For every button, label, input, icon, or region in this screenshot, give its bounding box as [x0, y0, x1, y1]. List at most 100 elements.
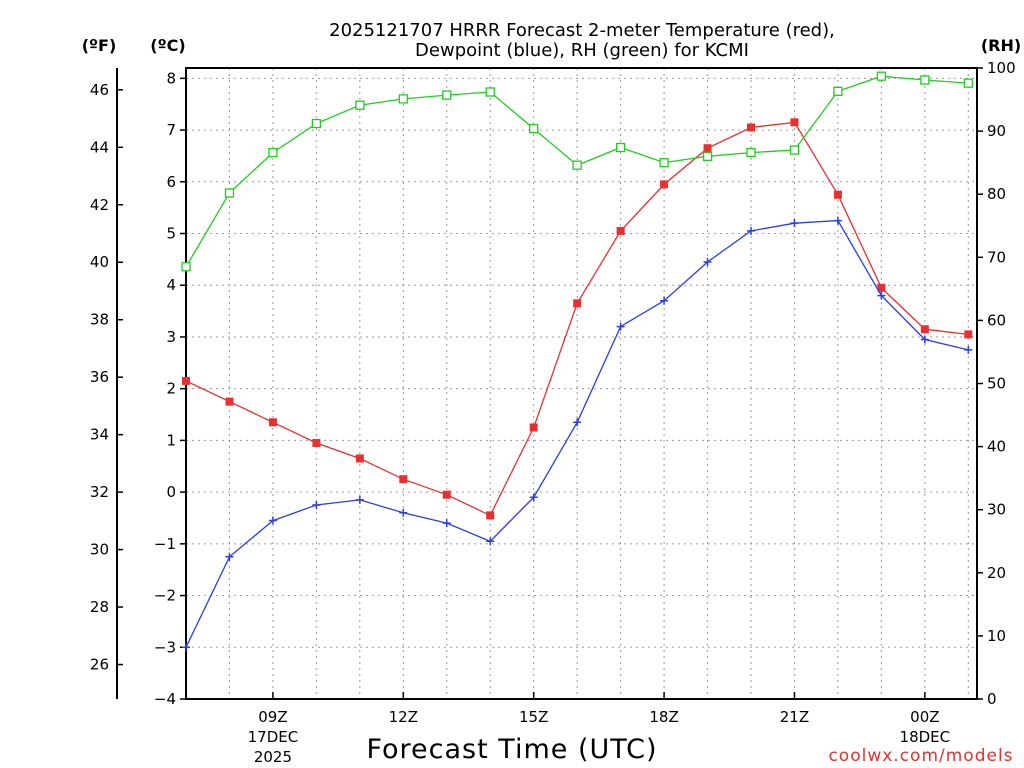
rh-point	[398, 94, 408, 104]
dewpoint-point	[747, 226, 755, 235]
rh-point	[789, 145, 800, 155]
celsius-tick-label: 0	[166, 483, 176, 501]
axes: 876543210−1−2−3−446444240383634323028261…	[90, 59, 1016, 766]
celsius-axis-label: (ºC)	[150, 36, 185, 55]
celsius-tick-label: 8	[166, 69, 176, 87]
rh-point	[485, 87, 495, 97]
rh-tick-label: 100	[987, 59, 1016, 77]
rh-point	[268, 147, 278, 158]
chart-title-line1: 2025121707 HRRR Forecast 2-meter Tempera…	[329, 20, 835, 41]
dewpoint-point	[529, 493, 538, 502]
dewpoint-point	[790, 219, 799, 228]
rh-tick-label: 90	[987, 122, 1006, 140]
celsius-tick-label: 5	[166, 225, 176, 243]
temperature-point	[747, 123, 755, 132]
x-tick-date-label: 18DEC	[900, 728, 951, 746]
dewpoint-point	[833, 216, 842, 225]
temperature-point	[703, 144, 712, 153]
rh-tick-label: 10	[987, 627, 1006, 645]
dewpoint-point	[964, 345, 973, 354]
fahrenheit-tick-label: 30	[90, 541, 109, 559]
dewpoint-point	[573, 418, 582, 427]
x-tick-label: 21Z	[780, 708, 809, 726]
rh-tick-label: 50	[987, 375, 1006, 393]
rh-point	[572, 160, 582, 170]
rh-tick-label: 30	[987, 501, 1006, 519]
chart-title-line2: Dewpoint (blue), RH (green) for KCMI	[415, 40, 749, 61]
temperature-point	[920, 325, 929, 334]
x-tick-label: 09Z	[258, 708, 287, 726]
rh-point	[746, 147, 756, 158]
x-tick-label: 12Z	[389, 708, 418, 726]
rh-tick-label: 20	[987, 564, 1006, 582]
dewpoint-point	[703, 257, 712, 266]
temperature-point	[355, 454, 364, 463]
temperature-point	[486, 511, 495, 520]
dewpoint-point	[877, 291, 886, 300]
celsius-tick-label: −2	[154, 587, 176, 605]
fahrenheit-tick-label: 38	[90, 311, 109, 329]
rh-tick-label: 0	[987, 690, 997, 708]
celsius-tick-label: 7	[166, 121, 176, 139]
dewpoint-point	[182, 643, 190, 652]
celsius-tick-label: 2	[166, 380, 176, 398]
rh-point	[702, 151, 713, 161]
x-tick-label: 15Z	[519, 708, 548, 726]
dewpoint-point	[920, 335, 929, 344]
temperature-point	[182, 376, 190, 385]
rh-tick-label: 40	[987, 438, 1006, 456]
dewpoint-point	[225, 552, 234, 561]
fahrenheit-tick-label: 46	[90, 81, 109, 99]
temperature-point	[964, 330, 973, 339]
credit-text: coolwx.com/models	[828, 746, 1013, 766]
rh-point	[659, 157, 669, 168]
rh-axis-label: (RH)	[981, 36, 1021, 55]
rh-tick-label: 70	[987, 248, 1006, 266]
celsius-tick-label: 6	[166, 173, 176, 191]
x-tick-year-label: 2025	[254, 748, 292, 766]
rh-tick-label: 60	[987, 311, 1006, 329]
temperature-point	[268, 418, 277, 427]
temperature-point	[312, 438, 321, 447]
fahrenheit-tick-label: 40	[90, 253, 109, 271]
temperature-point	[877, 283, 886, 292]
fahrenheit-tick-label: 26	[90, 656, 109, 674]
rh-point	[355, 100, 365, 110]
temperature-point	[399, 475, 408, 484]
temperature-point	[442, 490, 451, 499]
rh-point	[920, 75, 930, 85]
fahrenheit-tick-label: 32	[90, 483, 109, 501]
x-tick-date-label: 17DEC	[248, 728, 299, 746]
rh-point	[311, 118, 322, 129]
dewpoint-point	[312, 501, 321, 510]
temperature-point	[660, 180, 669, 189]
celsius-tick-label: −3	[154, 638, 176, 656]
celsius-tick-label: −1	[154, 535, 176, 553]
temperature-point	[833, 190, 842, 199]
x-axis-title: Forecast Time (UTC)	[366, 734, 657, 765]
x-tick-label: 18Z	[649, 708, 678, 726]
rh-point	[224, 188, 235, 198]
dewpoint-point	[355, 495, 364, 504]
celsius-tick-label: 1	[166, 431, 176, 449]
fahrenheit-axis-label: (ºF)	[82, 36, 117, 55]
temperature-point	[616, 226, 625, 235]
celsius-tick-label: −4	[154, 690, 176, 708]
dewpoint-point	[616, 322, 625, 331]
temperature-point	[529, 423, 538, 432]
dewpoint-point	[486, 537, 495, 546]
rh-point	[963, 78, 973, 88]
temperature-point	[573, 299, 582, 308]
rh-point	[529, 123, 539, 134]
rh-point	[181, 262, 191, 272]
rh-point	[876, 71, 887, 81]
celsius-tick-label: 3	[166, 328, 176, 346]
rh-tick-label: 80	[987, 185, 1006, 203]
fahrenheit-tick-label: 36	[90, 368, 109, 386]
fahrenheit-tick-label: 42	[90, 196, 109, 214]
celsius-tick-label: 4	[166, 276, 176, 294]
rh-point	[833, 86, 843, 96]
dewpoint-point	[442, 519, 451, 528]
rh-point	[442, 90, 452, 100]
